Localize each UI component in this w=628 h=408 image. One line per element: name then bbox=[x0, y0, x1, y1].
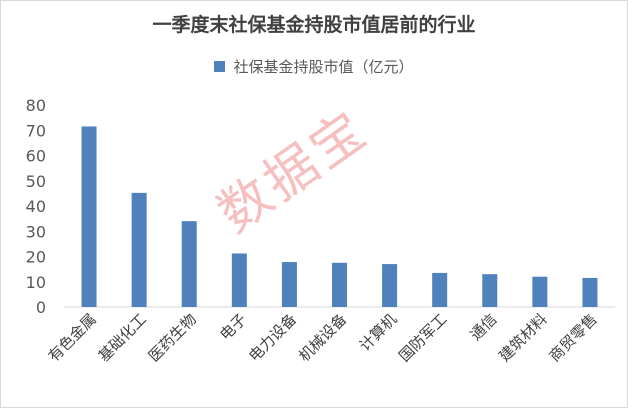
x-category-label: 有色金属 bbox=[45, 310, 100, 365]
x-category-label: 商贸零售 bbox=[546, 310, 601, 365]
bar bbox=[532, 276, 548, 307]
bar bbox=[281, 262, 297, 307]
bar bbox=[81, 126, 97, 308]
y-tick-label: 40 bbox=[26, 197, 46, 216]
x-category-label: 国防军工 bbox=[395, 310, 450, 365]
bar bbox=[482, 274, 498, 307]
y-tick-label: 10 bbox=[26, 273, 46, 292]
y-tick-label: 60 bbox=[26, 147, 46, 166]
chart-legend: 社保基金持股市值（亿元） bbox=[0, 56, 628, 77]
y-tick-label: 70 bbox=[26, 121, 46, 140]
x-category-label: 通信 bbox=[467, 310, 501, 344]
legend-swatch bbox=[214, 61, 226, 72]
bar bbox=[332, 262, 347, 307]
x-category-label: 计算机 bbox=[356, 310, 401, 355]
y-tick-label: 80 bbox=[26, 96, 46, 115]
x-category-label: 机械设备 bbox=[295, 310, 350, 365]
bar bbox=[432, 272, 448, 307]
bar bbox=[382, 264, 398, 307]
bar bbox=[231, 253, 247, 307]
x-category-label: 基础化工 bbox=[95, 310, 150, 365]
x-category-label: 电力设备 bbox=[245, 310, 300, 365]
x-category-label: 电子 bbox=[216, 310, 250, 344]
y-tick-label: 0 bbox=[36, 298, 46, 317]
legend-label: 社保基金持股市值（亿元） bbox=[233, 58, 414, 76]
bar bbox=[181, 221, 197, 307]
y-tick-label: 30 bbox=[26, 222, 46, 241]
x-category-label: 医药生物 bbox=[145, 310, 200, 365]
bar bbox=[582, 277, 598, 307]
bar bbox=[131, 192, 147, 307]
chart-title: 一季度末社保基金持股市值居前的行业 bbox=[152, 14, 476, 36]
y-tick-label: 50 bbox=[26, 172, 46, 191]
x-category-label: 建筑材料 bbox=[496, 310, 551, 365]
y-tick-label: 20 bbox=[26, 248, 46, 267]
